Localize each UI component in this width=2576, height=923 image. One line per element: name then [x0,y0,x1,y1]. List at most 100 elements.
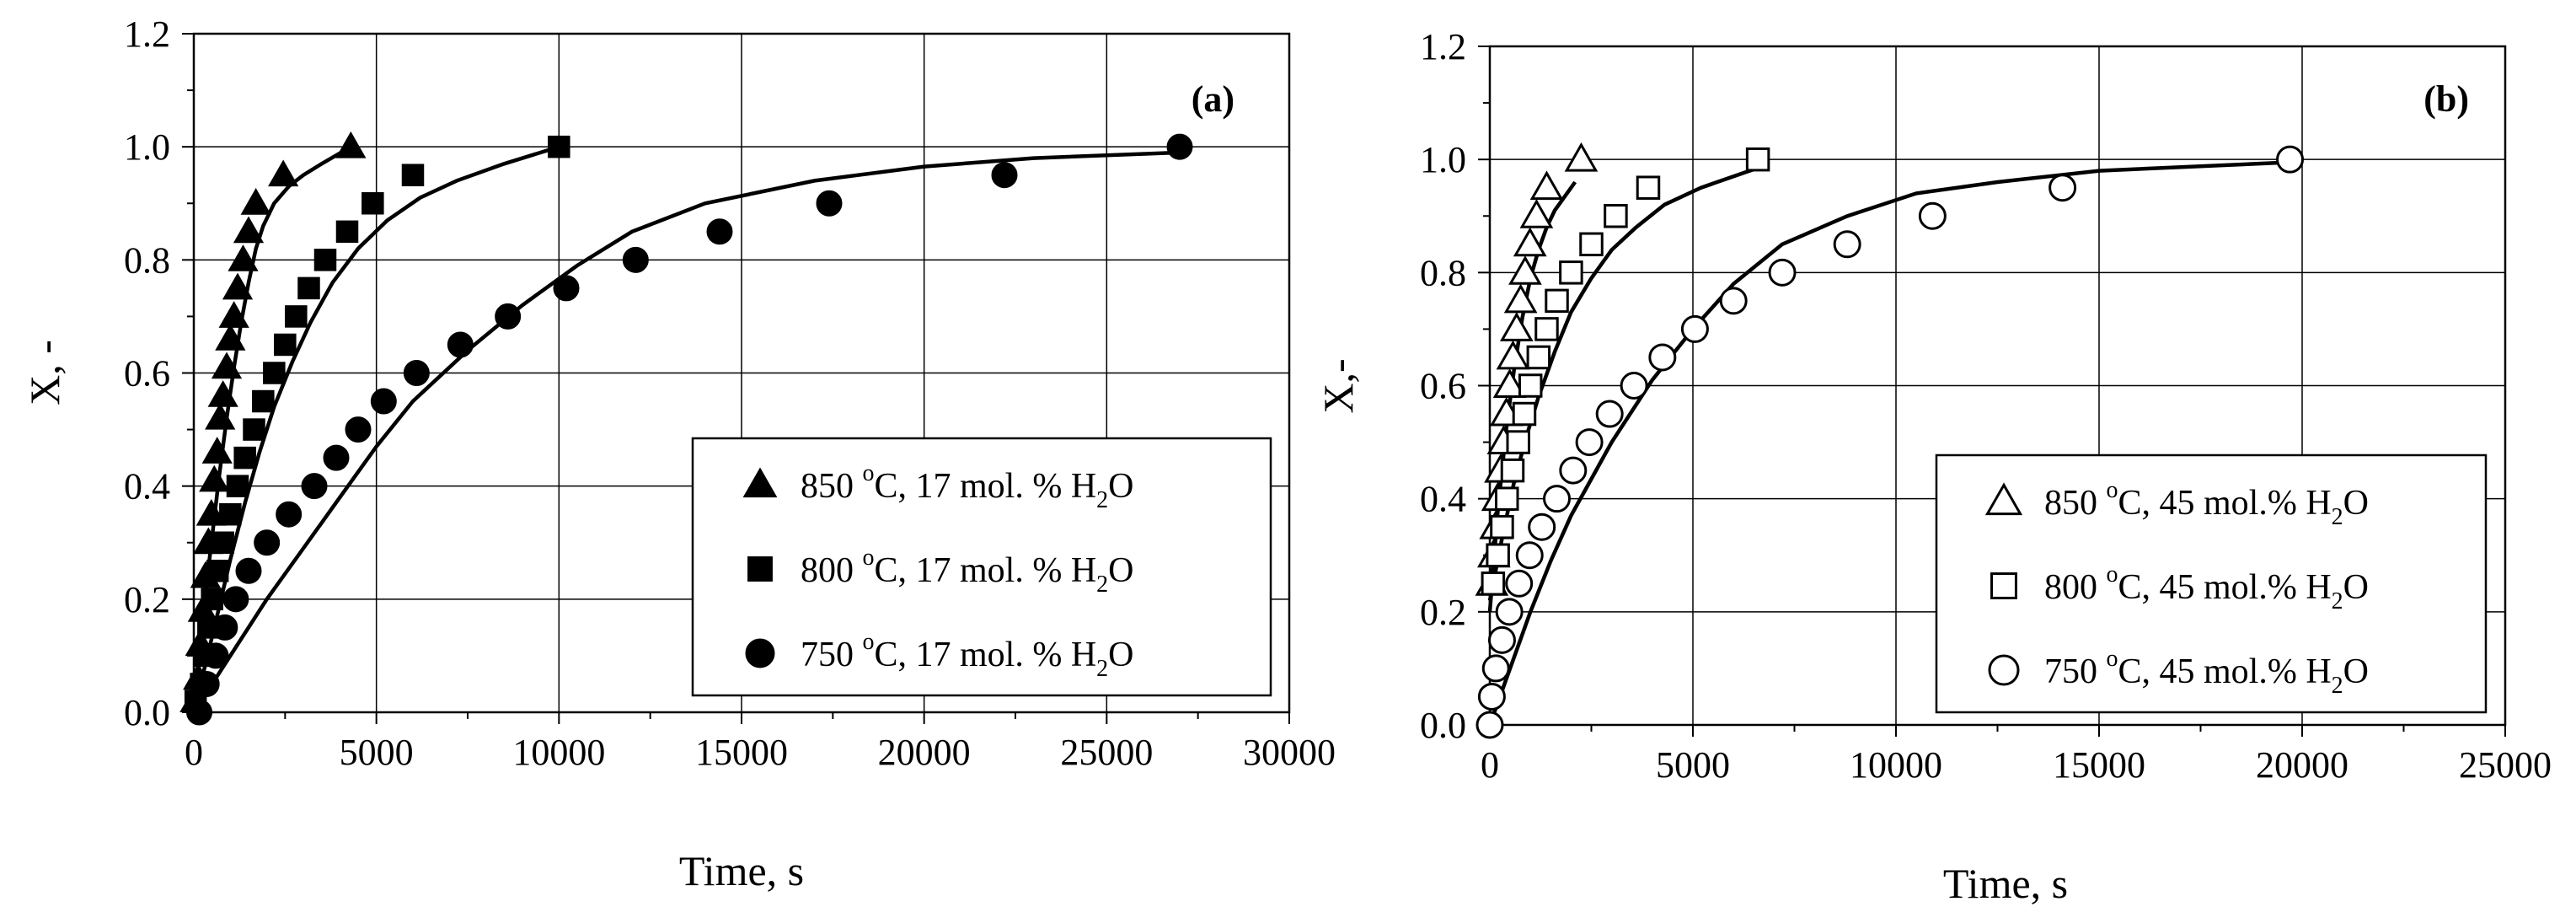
y-tick-label: 0.0 [1420,705,1466,746]
x-tick-label: 5000 [1656,744,1730,786]
data-point [335,220,359,244]
legend-entry-label: 750 oC, 17 mol. % H2O [801,629,1134,682]
data-point [1918,201,1947,230]
data-point [1494,486,1519,511]
data-point [1475,711,1504,739]
data-point [553,275,580,302]
y-tick-label: 0.4 [124,466,170,507]
data-point [1604,204,1628,228]
data-point [1545,288,1569,314]
data-point [276,501,303,528]
x-axis-label: Time, s [679,847,804,894]
data-point [1595,400,1624,428]
data-point [1508,255,1542,285]
x-tick-label: 10000 [512,732,605,773]
data-point [1503,283,1538,314]
data-point [193,670,220,697]
legend-frame [691,437,1272,697]
data-point [1648,343,1677,372]
data-point [199,464,230,492]
data-point [548,135,570,158]
y-tick-label: 1.2 [124,13,170,55]
legend-entry-label: 800 oC, 17 mol. % H2O [801,545,1134,598]
data-point [195,498,227,526]
data-point [222,272,254,300]
data-point [233,216,265,244]
data-point [235,557,262,584]
legend-marker [747,556,773,582]
data-point [323,444,350,471]
y-tick-label: 0.0 [124,692,170,733]
data-point [1559,456,1588,485]
data-point [212,614,238,641]
data-point [211,351,243,379]
x-tick-label: 5000 [340,732,414,773]
data-point [201,588,223,611]
data-point [1680,314,1709,343]
data-point [1492,368,1527,398]
x-tick-label: 10000 [1850,744,1942,786]
legend-marker [742,467,778,498]
data-point [335,131,367,158]
data-point [186,699,212,726]
series-1 [179,131,367,713]
data-point [495,303,522,330]
data-point [1620,372,1648,400]
data-point [622,246,649,273]
data-point [1719,287,1748,315]
x-tick-label: 0 [1481,744,1499,786]
data-point [1575,428,1604,457]
data-point [1833,230,1861,259]
data-point [1518,373,1543,398]
data-point [2276,145,2305,174]
data-point [254,529,281,556]
data-point [1505,569,1534,598]
data-point [207,380,238,407]
data-point [243,418,265,441]
data-point [222,586,249,613]
data-point [274,333,297,357]
data-point [447,331,474,358]
data-point [370,388,397,415]
data-point [206,560,229,582]
data-point [1559,260,1583,285]
series-2 [1481,147,1770,601]
y-tick-label: 0.6 [1420,366,1466,407]
data-point [1490,514,1514,539]
data-point [1513,227,1547,257]
series-2 [184,135,570,713]
data-point [202,642,229,669]
y-tick-label: 1.2 [1420,26,1466,67]
y-tick-label: 0.6 [124,353,170,394]
legend-marker [1990,572,2017,599]
legend: 850 oC, 45 mol.% H2O 800 oC, 45 mol.% H2O… [1935,453,2488,714]
data-point [1496,340,1530,370]
x-tick-label: 0 [185,732,203,773]
x-tick-label: 15000 [2053,744,2145,786]
x-tick-label: 30000 [1243,732,1336,773]
legend-marker [745,638,775,668]
data-point [1506,430,1530,454]
data-point [1564,142,1599,172]
x-axis-label: Time, s [1943,860,2068,907]
data-point [1519,198,1554,228]
x-tick-label: 25000 [2459,744,2552,786]
data-point [219,502,242,526]
data-point [401,164,425,186]
data-point [403,360,430,386]
data-point [233,446,256,470]
data-point [212,531,234,554]
data-point [301,473,328,500]
data-point [226,475,249,497]
y-tick-label: 1.0 [124,126,170,168]
data-point [1515,541,1544,570]
data-point [345,416,372,443]
data-point [1481,572,1506,596]
data-point [313,249,337,271]
data-point [361,192,384,215]
data-point [1529,170,1564,201]
data-point [201,437,233,464]
y-tick-label: 0.2 [1420,592,1466,633]
data-point [991,162,1018,189]
